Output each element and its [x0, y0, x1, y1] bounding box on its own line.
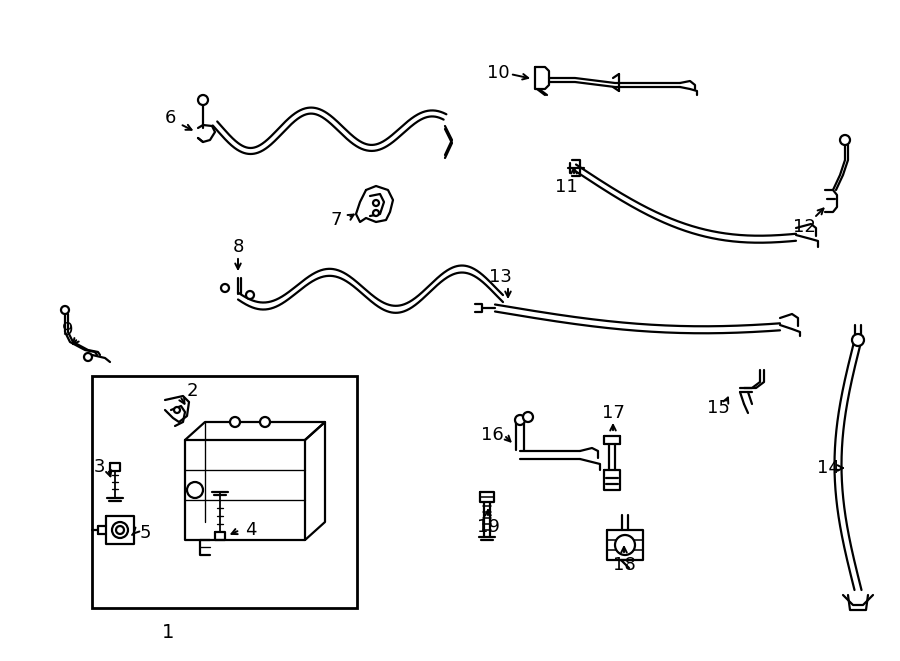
Circle shape [221, 284, 229, 292]
Circle shape [116, 526, 124, 534]
Text: 9: 9 [62, 321, 74, 339]
Text: 19: 19 [477, 518, 500, 536]
Text: 5: 5 [140, 524, 151, 542]
Circle shape [112, 522, 128, 538]
Circle shape [260, 417, 270, 427]
Circle shape [230, 417, 240, 427]
Circle shape [615, 535, 635, 555]
Circle shape [174, 407, 180, 413]
Circle shape [515, 415, 525, 425]
Text: 15: 15 [706, 399, 729, 417]
Text: 12: 12 [793, 218, 815, 236]
Text: 14: 14 [816, 459, 840, 477]
Circle shape [373, 210, 379, 216]
Text: 16: 16 [481, 426, 503, 444]
Circle shape [198, 95, 208, 105]
Circle shape [61, 306, 69, 314]
Circle shape [840, 135, 850, 145]
Text: 6: 6 [165, 109, 176, 127]
Text: 7: 7 [330, 211, 342, 229]
Circle shape [523, 412, 533, 422]
Text: 11: 11 [554, 178, 578, 196]
Circle shape [852, 334, 864, 346]
Circle shape [246, 291, 254, 299]
Circle shape [187, 482, 203, 498]
Circle shape [84, 353, 92, 361]
Text: 3: 3 [94, 458, 104, 476]
Text: 4: 4 [245, 521, 256, 539]
Text: 17: 17 [601, 404, 625, 422]
Circle shape [373, 200, 379, 206]
Text: 8: 8 [232, 238, 244, 256]
Text: 13: 13 [489, 268, 511, 286]
Text: 1: 1 [162, 623, 175, 642]
Text: 2: 2 [186, 382, 198, 400]
Text: 10: 10 [487, 64, 509, 82]
Text: 18: 18 [613, 556, 635, 574]
Bar [92, 376, 357, 608]
